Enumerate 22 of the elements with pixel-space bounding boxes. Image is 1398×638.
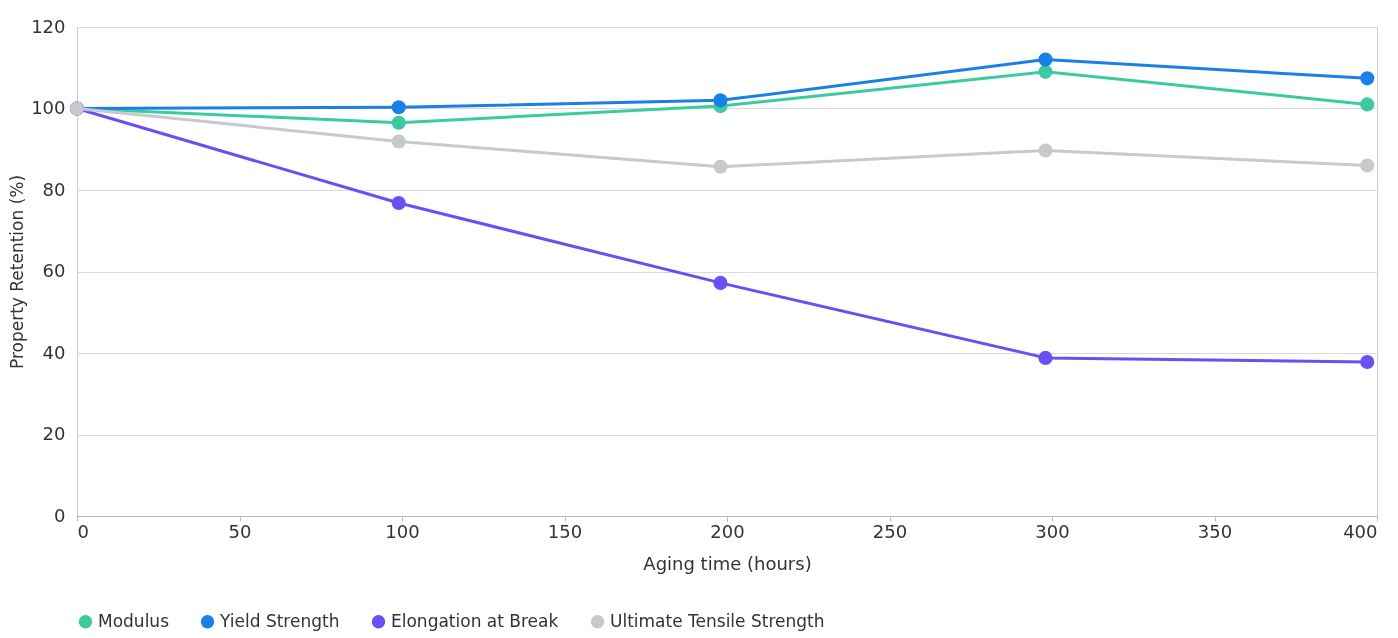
- x-tick-label: 100: [385, 520, 420, 542]
- x-axis-title: Aging time (hours): [643, 552, 812, 574]
- x-tick-label: 250: [872, 520, 908, 542]
- y-tick-label: 0: [54, 504, 66, 526]
- x-tick-label: 200: [710, 520, 745, 542]
- y-tick-label: 20: [42, 423, 66, 444]
- legend-label: Modulus: [98, 610, 170, 631]
- y-tick-label: 60: [42, 260, 66, 281]
- y-tick-label: 40: [42, 341, 66, 363]
- x-tick-label: 350: [1197, 520, 1233, 542]
- x-tick-label: 300: [1035, 520, 1070, 542]
- legend-label: Ultimate Tensile Strength: [610, 610, 825, 631]
- x-tick-label: 400: [1343, 520, 1378, 542]
- x-tick-label: 150: [547, 520, 583, 542]
- x-tick-label: 50: [228, 520, 252, 542]
- y-tick-label: 80: [42, 178, 66, 200]
- legend-label: Yield Strength: [219, 610, 340, 631]
- x-tick-label: 0: [77, 520, 89, 542]
- y-tick-label: 120: [31, 15, 66, 37]
- y-tick-label: 100: [31, 97, 66, 118]
- legend-label: Elongation at Break: [391, 610, 559, 631]
- y-axis-title: Property Retention (%): [7, 174, 28, 370]
